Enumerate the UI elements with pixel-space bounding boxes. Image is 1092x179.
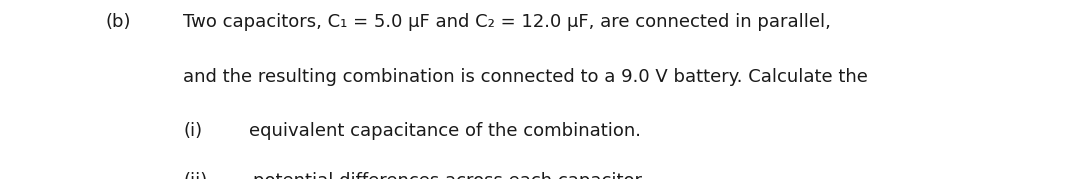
Text: (b): (b) xyxy=(106,13,131,31)
Text: and the resulting combination is connected to a 9.0 V battery. Calculate the: and the resulting combination is connect… xyxy=(183,68,868,86)
Text: potential differences across each capacitor.: potential differences across each capaci… xyxy=(253,172,646,179)
Text: Two capacitors, C₁ = 5.0 μF and C₂ = 12.0 μF, are connected in parallel,: Two capacitors, C₁ = 5.0 μF and C₂ = 12.… xyxy=(183,13,831,31)
Text: equivalent capacitance of the combination.: equivalent capacitance of the combinatio… xyxy=(249,122,641,140)
Text: (ii): (ii) xyxy=(183,172,207,179)
Text: (i): (i) xyxy=(183,122,203,140)
